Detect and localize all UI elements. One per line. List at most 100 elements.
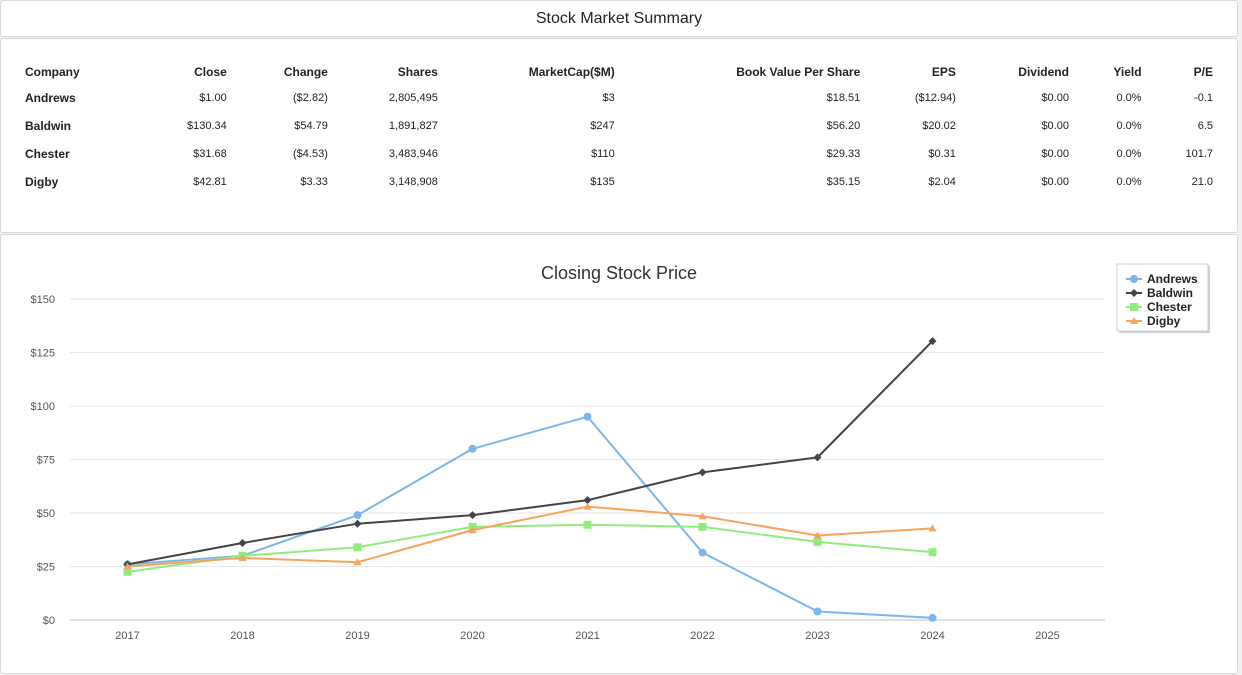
summary-table-panel: Company Close Change Shares MarketCap($M) Boo… [0, 38, 1238, 233]
table-row: Digby $42.81 $3.33 3,148,908 $135 $35.15 $2.04… [19, 168, 1219, 196]
column-header: Close [194, 65, 227, 79]
table-cell: $130.34 [187, 120, 227, 132]
chart-panel: Closing Stock Price $0 $25 $50 $75 $100 $125 $… [0, 234, 1238, 674]
series-digby [123, 502, 937, 570]
legend-marker [1130, 317, 1138, 324]
table-cell: $18.51 [826, 92, 861, 104]
data-point[interactable] [813, 531, 822, 539]
table-row: Andrews $1.00 ($2.82) 2,805,495 $3 $18.51 ($12… [19, 84, 1219, 112]
legend-item-digby[interactable]: Digby [1126, 314, 1181, 328]
table-cell: $3.33 [300, 176, 328, 188]
data-point[interactable] [468, 444, 477, 453]
table-cell: $135 [590, 176, 615, 188]
table-cell: $35.15 [826, 176, 861, 188]
grid-lines [70, 298, 1105, 621]
table-header-row: Company Close Change Shares MarketCap($M) Boo… [19, 59, 1219, 84]
series-line [127, 505, 933, 568]
data-point[interactable] [583, 496, 592, 505]
closing-stock-price-chart: Closing Stock Price $0$25$50$75$100$125$… [31, 263, 1210, 642]
x-tick-label: 2018 [230, 630, 254, 642]
data-point[interactable] [698, 522, 707, 531]
data-point[interactable] [238, 538, 247, 547]
table-cell: $0.00 [1041, 120, 1069, 132]
legend-marker [1130, 275, 1138, 283]
y-tick-label: $50 [37, 508, 55, 520]
table-cell: 0.0% [1116, 176, 1142, 188]
data-point[interactable] [353, 543, 362, 552]
data-point[interactable] [928, 548, 937, 557]
table-cell: 0.0% [1116, 92, 1142, 104]
table-body: Andrews $1.00 ($2.82) 2,805,495 $3 $18.51 ($12… [19, 84, 1219, 196]
column-header: Dividend [1018, 65, 1069, 79]
company-name-cell: Digby [25, 175, 59, 189]
x-tick-label: 2022 [690, 630, 714, 642]
x-tick-label: 2021 [575, 630, 599, 642]
series-line [127, 523, 933, 573]
legend-item-andrews[interactable]: Andrews [1126, 272, 1198, 286]
table-cell: 0.0% [1116, 120, 1142, 132]
data-point[interactable] [813, 537, 822, 546]
data-point[interactable] [468, 511, 477, 520]
y-axis: $0 $25 $50 $75 $100 $125 $150 [31, 294, 55, 627]
table-cell: $54.79 [294, 120, 328, 132]
table-cell: 2,805,495 [388, 92, 438, 104]
table-cell: $20.02 [922, 120, 956, 132]
legend-marker [1130, 289, 1138, 297]
data-point[interactable] [468, 526, 477, 534]
x-axis: 2017 2018 2019 2020 2021 2022 2023 2024 2025 [115, 630, 1059, 642]
table-cell: $3 [602, 92, 615, 104]
table-cell: $0.31 [928, 148, 956, 160]
company-name-cell: Baldwin [25, 119, 72, 133]
series-layer [123, 337, 937, 622]
legend-item-chester[interactable]: Chester [1126, 300, 1192, 314]
legend-marker [1130, 303, 1138, 311]
table-row: Baldwin $130.34 $54.79 1,891,827 $247 $56.20 $… [19, 112, 1219, 140]
company-name-cell: Chester [25, 147, 70, 161]
data-point[interactable] [813, 453, 822, 462]
table-cell: $29.33 [826, 148, 861, 160]
data-point[interactable] [123, 567, 132, 576]
table-cell: ($4.53) [293, 148, 328, 160]
table-cell: 1,891,827 [388, 120, 438, 132]
data-point[interactable] [928, 524, 937, 532]
legend-item-baldwin[interactable]: Baldwin [1126, 286, 1193, 300]
table-cell: ($12.94) [914, 92, 956, 104]
data-point[interactable] [928, 613, 937, 622]
data-point[interactable] [813, 607, 822, 616]
table-cell: ($2.82) [293, 92, 328, 104]
data-point[interactable] [698, 468, 707, 477]
data-point[interactable] [353, 511, 362, 520]
x-tick-label: 2017 [115, 630, 139, 642]
y-tick-label: $100 [31, 401, 55, 413]
x-tick-label: 2025 [1035, 630, 1059, 642]
y-tick-label: $125 [31, 348, 55, 360]
data-point[interactable] [698, 548, 707, 557]
legend-label: Baldwin [1147, 286, 1193, 300]
table-cell: $247 [590, 120, 615, 132]
data-point[interactable] [928, 337, 937, 346]
data-point[interactable] [353, 558, 362, 566]
column-header: MarketCap($M) [528, 65, 615, 79]
table-cell: $2.04 [928, 176, 956, 188]
series-baldwin [123, 337, 937, 569]
data-point[interactable] [123, 562, 132, 570]
table-cell: 21.0 [1191, 176, 1213, 188]
column-header: Book Value Per Share [736, 65, 861, 79]
data-point[interactable] [583, 502, 592, 510]
table-cell: -0.1 [1194, 92, 1213, 104]
data-point[interactable] [583, 520, 592, 529]
y-tick-label: $75 [37, 455, 55, 467]
legend-box [1116, 263, 1209, 332]
data-point[interactable] [238, 553, 247, 561]
data-point[interactable] [583, 412, 592, 421]
table-cell: $110 [591, 148, 615, 160]
data-point[interactable] [353, 519, 362, 528]
data-point[interactable] [698, 512, 707, 520]
x-tick-label: 2020 [460, 630, 484, 642]
legend-label: Digby [1147, 314, 1181, 328]
column-header: Yield [1113, 65, 1142, 79]
y-tick-label: $150 [31, 294, 55, 306]
table-cell: $1.00 [199, 92, 227, 104]
table-row: Chester $31.68 ($4.53) 3,483,946 $110 $29.33 $… [19, 140, 1219, 168]
